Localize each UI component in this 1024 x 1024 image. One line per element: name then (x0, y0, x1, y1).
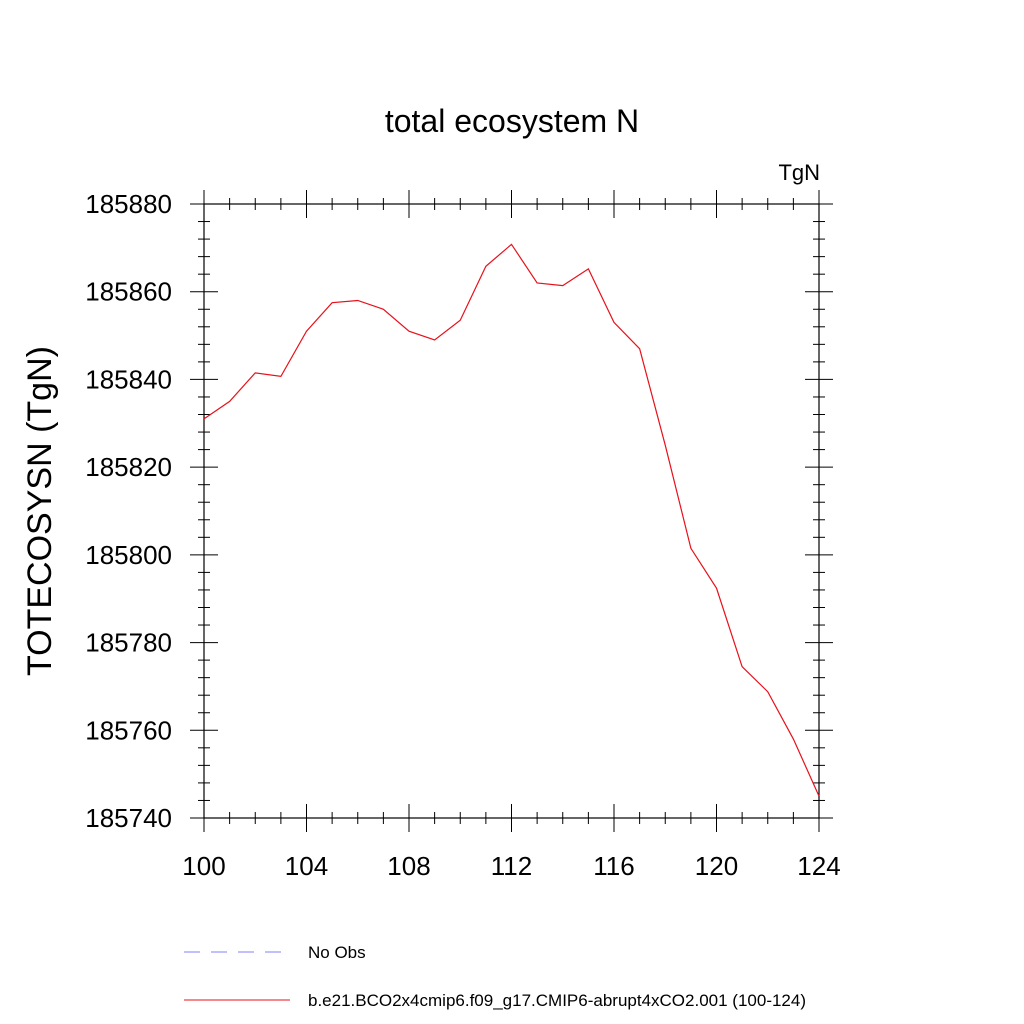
y-tick-label: 185800 (85, 540, 172, 570)
y-tick-label: 185880 (85, 189, 172, 219)
legend: No Obs b.e21.BCO2x4cmip6.f09_g17.CMIP6-ab… (184, 943, 806, 1010)
x-tick-label: 112 (491, 851, 532, 881)
y-tick-label: 185760 (85, 715, 172, 745)
y-tick-label: 185860 (85, 277, 172, 307)
x-tick-label: 104 (285, 851, 328, 881)
plot-frame (203, 203, 820, 819)
y-tick-label: 185780 (85, 628, 172, 658)
x-tick-label: 116 (593, 851, 634, 881)
x-tick-label: 100 (182, 851, 225, 881)
legend-label: No Obs (308, 943, 366, 962)
series-line (203, 243, 820, 797)
legend-label: b.e21.BCO2x4cmip6.f09_g17.CMIP6-abrupt4x… (308, 991, 806, 1010)
series-layer (203, 243, 820, 797)
x-tick-label: 108 (387, 851, 430, 881)
x-tick-label: 120 (695, 851, 738, 881)
y-tick-label: 185740 (85, 803, 172, 833)
chart-title: total ecosystem N (385, 103, 639, 139)
units-label: TgN (778, 160, 820, 185)
y-tick-label: 185840 (85, 364, 172, 394)
y-tick-label: 185820 (85, 452, 172, 482)
x-tick-label: 124 (797, 851, 840, 881)
axis-ticks: 100 104 108 112 116 120 124 185740 185760 185780 1… (85, 189, 840, 881)
y-axis-label: TOTECOSYSN (TgN) (21, 346, 59, 676)
